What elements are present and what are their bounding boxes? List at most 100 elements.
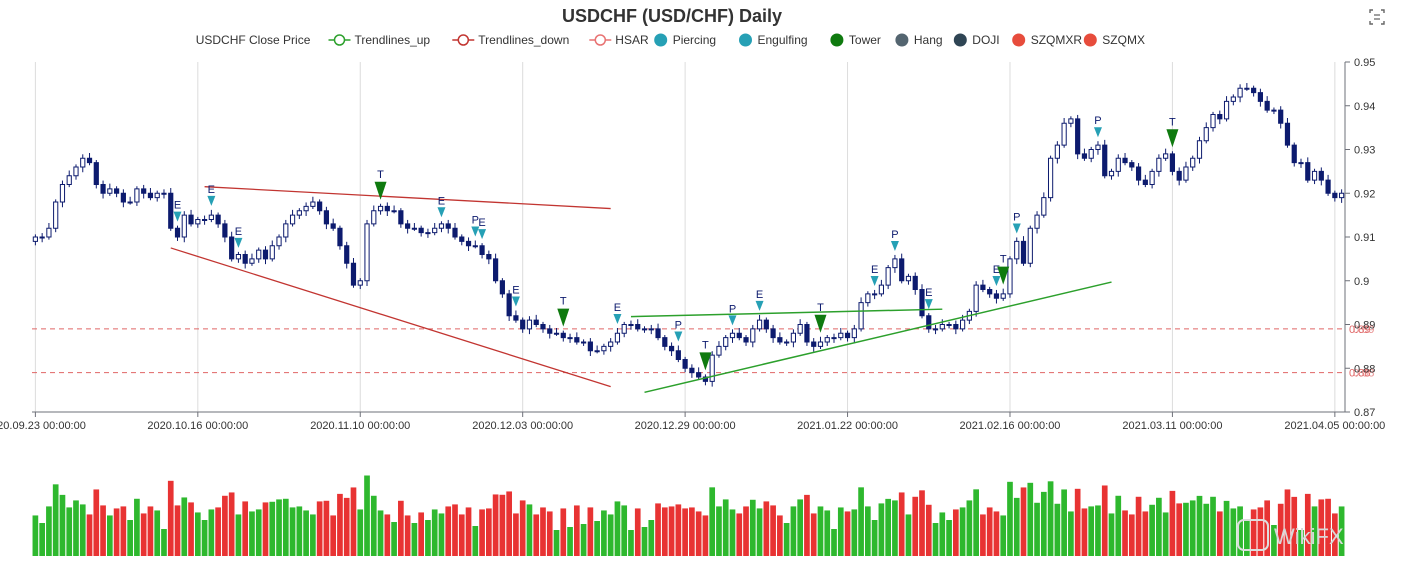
signal-arrow [924, 299, 933, 310]
legend-item[interactable]: USDCHF Close Price [196, 33, 311, 47]
candle [844, 332, 851, 339]
volume-bar [1176, 503, 1183, 556]
volume-bar [797, 499, 804, 556]
candle [1251, 87, 1257, 94]
volume-bar [1101, 485, 1108, 556]
candle [1156, 157, 1162, 172]
volume-bar [93, 489, 100, 556]
legend-item[interactable]: Engulfing [739, 33, 808, 47]
restore-zoom-icon[interactable] [1369, 9, 1385, 25]
volume-bar [668, 506, 675, 556]
signal-marker: T [814, 302, 827, 333]
candle [594, 350, 600, 353]
signal-marker: E [478, 217, 487, 240]
volume-bar [323, 500, 330, 556]
volume-bar [79, 504, 86, 556]
signal-label: E [208, 184, 215, 196]
signal-label: E [925, 287, 932, 299]
volume-bar [533, 514, 540, 556]
candle [398, 210, 404, 225]
volume-bar [783, 523, 790, 556]
candle [276, 236, 282, 247]
volume-bar [452, 504, 458, 556]
candle [256, 249, 262, 260]
volume-bar [770, 505, 776, 556]
candle [1318, 170, 1324, 181]
legend-item[interactable]: Tower [830, 33, 881, 47]
volume-bar [790, 506, 797, 556]
candle [1237, 87, 1243, 98]
candle [648, 328, 654, 331]
candle [1210, 114, 1216, 129]
legend-item[interactable]: Trendlines_down [452, 33, 569, 47]
volume-bar [1277, 503, 1284, 556]
candle [574, 337, 580, 343]
legend-item[interactable]: Piercing [654, 33, 716, 47]
volume-bar [1013, 497, 1020, 556]
signal-arrow [674, 331, 683, 342]
signal-arrow [478, 229, 487, 240]
candle [980, 284, 986, 290]
volume-bar [573, 505, 580, 556]
candle [310, 201, 316, 207]
volume-bar [147, 506, 154, 556]
volume-bar [1230, 508, 1237, 556]
legend[interactable]: USDCHF Close Price Trendlines_up Trendline… [196, 33, 1145, 47]
volume-bar [113, 508, 120, 556]
legend-item[interactable]: Trendlines_up [328, 33, 431, 47]
candle [134, 188, 140, 203]
x-tick-label: 2020.11.10 00:00:00 [310, 420, 410, 432]
legend-item[interactable]: Hang [895, 33, 943, 47]
legend-item[interactable]: SZQMX [1083, 33, 1145, 47]
volume-bar [878, 503, 885, 556]
candle [777, 337, 783, 343]
legend-item[interactable]: SZQMXR [1012, 33, 1082, 47]
candle [804, 324, 810, 343]
candle [465, 240, 472, 247]
legend-symbol [1012, 33, 1026, 47]
signal-arrow [699, 352, 712, 371]
candle [195, 219, 201, 225]
volume-bar [695, 511, 702, 556]
volume-bar [404, 515, 411, 556]
volume-bar [215, 507, 221, 556]
signal-label: T [377, 169, 384, 181]
candle [1284, 122, 1291, 146]
candle [411, 227, 417, 230]
volume-bar [743, 506, 749, 556]
volume-bar [1284, 489, 1291, 556]
volume-bar [519, 500, 526, 556]
volume-bar [1291, 496, 1298, 556]
legend-item[interactable]: HSAR [589, 33, 649, 47]
candle [188, 214, 194, 225]
volume-bar [1311, 506, 1318, 556]
volume-bar [66, 507, 73, 556]
hsar-lines: 0.890.89 0.880.88 [32, 324, 1374, 380]
candle [1075, 118, 1081, 155]
volume-bar [39, 523, 45, 556]
volume-bar [492, 494, 499, 556]
candle [1244, 87, 1250, 90]
y-tick-label: 0.88 [1354, 363, 1375, 375]
signal-marker: E [437, 195, 446, 218]
signal-label: T [560, 296, 567, 308]
chart-title: USDCHF (USD/CHF) Daily [562, 6, 782, 26]
signal-label: P [1094, 115, 1101, 127]
candle [567, 337, 573, 340]
volume-bar [1081, 508, 1088, 556]
candle [872, 293, 878, 296]
candle [547, 328, 553, 334]
volume-bar [729, 509, 736, 556]
volume-bar [194, 512, 201, 556]
signal-arrow [437, 207, 446, 218]
volume-bar [858, 487, 864, 556]
legend-item[interactable]: DOJI [953, 33, 1000, 47]
legend-label: Piercing [673, 33, 716, 47]
candle [86, 157, 93, 164]
candle [127, 201, 133, 204]
volume-bar [1298, 530, 1304, 556]
candle [93, 162, 99, 185]
candle [1129, 162, 1135, 168]
volume-bar [526, 504, 533, 556]
